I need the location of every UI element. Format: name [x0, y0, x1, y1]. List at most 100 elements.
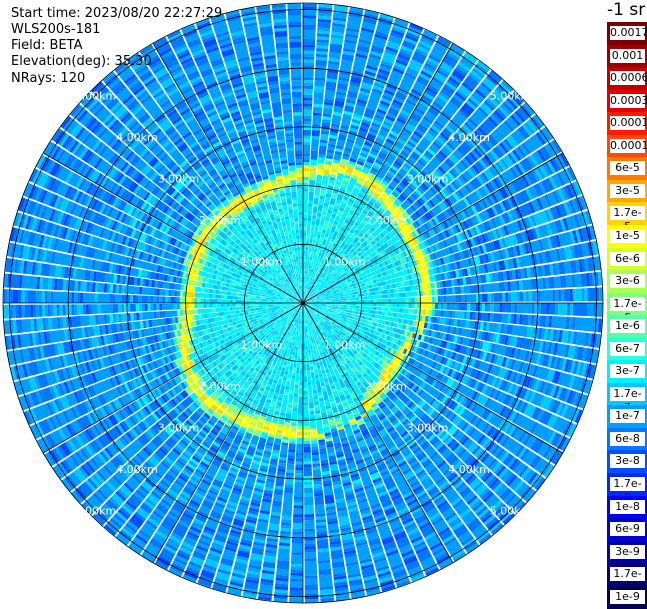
- range-gate: [422, 601, 437, 607]
- range-gate: [505, 303, 511, 313]
- range-gate: [391, 308, 400, 313]
- range-gate: [296, 444, 303, 453]
- range-gate: [493, 37, 509, 51]
- range-gate: [586, 451, 596, 466]
- range-gate: [292, 408, 297, 411]
- range-gate: [303, 115, 312, 118]
- range-gate: [472, 552, 489, 567]
- range-gate: [276, 569, 289, 576]
- range-gate: [595, 366, 601, 380]
- range-gate: [373, 292, 376, 296]
- range-gate: [305, 549, 317, 552]
- range-gate: [546, 303, 549, 314]
- range-gate: [541, 87, 553, 100]
- range-gate: [399, 292, 405, 297]
- range-gate: [578, 143, 588, 157]
- range-gate: [540, 109, 551, 122]
- range-gate: [505, 292, 508, 302]
- range-gate: [480, 27, 494, 38]
- range-gate: [585, 158, 594, 173]
- range-gate: [493, 344, 507, 356]
- range-gate: [312, 215, 316, 218]
- range-gate: [465, 571, 482, 586]
- range-gate: [303, 77, 313, 80]
- range-gate: [599, 419, 607, 435]
- range-gate: [400, 2, 415, 10]
- range-gate: [304, 406, 309, 418]
- range-gate: [210, 594, 224, 601]
- range-gate: [303, 145, 310, 154]
- range-gate: [324, 164, 331, 171]
- range-gate: [303, 171, 309, 174]
- range-gate: [314, 496, 324, 506]
- range-gate: [554, 276, 561, 288]
- range-gate: [486, 49, 499, 60]
- range-gate: [293, 517, 303, 523]
- range-gate: [303, 68, 314, 77]
- range-gate: [597, 400, 605, 415]
- range-gate: [283, 428, 290, 438]
- range-gate: [293, 349, 296, 352]
- range-gate: [347, 16, 362, 30]
- range-gate: [410, 285, 419, 291]
- range-gate: [308, 253, 311, 256]
- range-gate: [303, 194, 308, 212]
- range-gate: [290, 573, 303, 576]
- range-gate: [531, 495, 542, 508]
- range-gate: [307, 215, 311, 221]
- range-gate: [299, 382, 303, 385]
- range-gate: [555, 290, 558, 302]
- range-gate: [570, 289, 573, 302]
- range-gate: [241, 599, 255, 604]
- range-gate: [309, 186, 315, 192]
- range-gate: [491, 303, 494, 312]
- range-gate: [477, 32, 491, 43]
- range-gate: [303, 156, 310, 159]
- range-gate: [460, 320, 467, 328]
- range-gate: [349, 510, 362, 524]
- range-gate: [491, 293, 494, 302]
- range-gate: [432, 296, 435, 302]
- range-gate: [469, 285, 478, 294]
- range-gate: [551, 469, 561, 482]
- range-gate: [558, 303, 567, 315]
- range-gate: [598, 366, 604, 380]
- range-gate: [294, 502, 303, 505]
- range-gate: [223, 601, 239, 607]
- range-gate: [313, 366, 317, 369]
- range-gate: [382, 307, 385, 311]
- range-gate: [544, 484, 555, 497]
- range-gate: [290, 576, 303, 579]
- range-gate: [464, 286, 470, 294]
- range-gate: [464, 311, 467, 319]
- range-gate: [591, 416, 599, 431]
- range-gate: [318, 563, 331, 570]
- range-gate: [540, 303, 546, 314]
- range-gate: [335, 590, 350, 601]
- range-gate: [297, 432, 303, 435]
- range-gate: [314, 402, 319, 406]
- range-gate: [459, 561, 473, 571]
- range-gate: [303, 174, 309, 177]
- range-gate: [308, 349, 311, 352]
- range-gate: [497, 271, 504, 281]
- range-gate: [324, 426, 331, 433]
- range-gate: [305, 253, 308, 259]
- range-gate: [303, 10, 317, 16]
- range-gate: [595, 224, 601, 238]
- range-gate: [515, 525, 528, 537]
- range-gate: [519, 59, 534, 74]
- range-gate: [430, 578, 444, 587]
- range-gate: [280, 445, 288, 455]
- range-gate: [536, 91, 548, 104]
- range-gate: [300, 359, 303, 362]
- range-gate: [423, 309, 426, 315]
- range-gate: [335, 301, 338, 303]
- range-gate: [306, 236, 309, 239]
- range-gate: [533, 497, 545, 510]
- range-gate: [580, 273, 587, 286]
- range-gate: [307, 364, 310, 370]
- range-gate: [368, 598, 382, 604]
- range-gate: [372, 314, 375, 318]
- range-gate: [464, 294, 467, 302]
